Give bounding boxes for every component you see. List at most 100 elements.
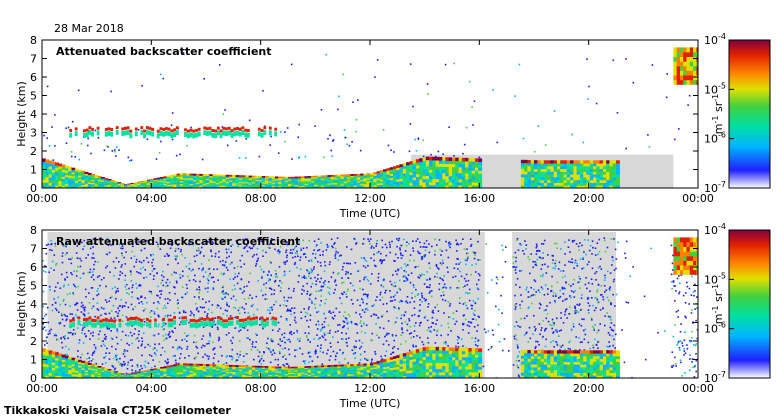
boundary-layer-cell <box>91 181 96 183</box>
noise-speck <box>221 126 224 128</box>
cloud-layer-cell <box>257 131 261 137</box>
boundary-layer-cell <box>448 181 453 186</box>
boundary-layer-cell <box>81 177 86 180</box>
noise-speck <box>64 279 66 281</box>
boundary-layer-cell <box>438 181 443 186</box>
noise-speck <box>439 248 441 251</box>
noise-speck <box>385 254 388 257</box>
boundary-layer-cell <box>435 175 440 180</box>
noise-speck <box>418 252 420 254</box>
noise-speck <box>411 292 413 294</box>
boundary-layer-cell <box>370 182 374 185</box>
boundary-layer-cell <box>215 174 220 177</box>
boundary-layer-cell <box>537 185 542 188</box>
noise-speck <box>66 293 69 296</box>
noise-speck <box>168 254 170 257</box>
noise-speck <box>341 338 343 340</box>
noise-speck <box>142 332 145 334</box>
cloud-layer-cell <box>91 131 94 137</box>
noise-speck <box>579 278 581 280</box>
boundary-layer-cell <box>363 180 368 183</box>
noise-speck <box>236 275 239 278</box>
noise-speck <box>42 305 44 308</box>
upper-layer-cell <box>680 56 684 62</box>
noise-speck <box>610 303 612 305</box>
noise-speck <box>695 319 697 322</box>
noise-speck <box>686 347 689 350</box>
boundary-layer-cell <box>311 179 315 182</box>
boundary-layer-cell <box>419 158 424 162</box>
noise-speck <box>304 253 307 255</box>
boundary-layer-cell <box>583 168 588 172</box>
boundary-layer-cell <box>550 176 555 181</box>
noise-speck <box>547 320 550 323</box>
noise-speck <box>141 343 143 345</box>
boundary-layer-cell <box>429 184 433 188</box>
boundary-layer-cell <box>379 186 384 188</box>
boundary-layer-cell <box>373 184 378 187</box>
cloud-layer-cell <box>175 126 179 130</box>
boundary-layer-cell <box>333 180 338 182</box>
noise-speck <box>196 347 199 349</box>
noise-speck <box>51 260 54 263</box>
noise-speck <box>576 265 579 267</box>
noise-speck <box>226 251 228 254</box>
noise-speck <box>397 239 399 241</box>
noise-speck <box>569 261 572 263</box>
noise-speck <box>442 262 444 264</box>
noise-speck <box>225 266 228 269</box>
noise-speck <box>389 300 392 302</box>
boundary-layer-cell <box>520 182 525 186</box>
boundary-layer-cell <box>307 179 312 182</box>
boundary-layer-cell <box>402 168 407 172</box>
boundary-layer-cell <box>520 162 525 166</box>
boundary-layer-cell <box>602 160 607 164</box>
noise-speck <box>179 277 182 279</box>
noise-speck <box>211 241 213 243</box>
boundary-layer-cell <box>202 174 207 176</box>
boundary-layer-cell <box>55 175 59 179</box>
boundary-layer-cell <box>294 183 299 185</box>
cloud-layer-cell <box>260 132 264 138</box>
noise-speck <box>111 150 114 152</box>
boundary-layer-cell <box>534 171 538 175</box>
boundary-layer-cell <box>301 178 305 181</box>
noise-speck <box>328 310 331 312</box>
noise-speck <box>73 332 76 335</box>
noise-speck <box>381 358 384 360</box>
noise-speck <box>324 302 326 305</box>
boundary-layer-cell <box>209 183 214 186</box>
noise-speck <box>412 284 415 286</box>
boundary-layer-cell <box>579 168 584 172</box>
noise-speck <box>192 279 195 281</box>
cloud-layer-cell <box>222 126 226 130</box>
noise-speck <box>211 304 214 306</box>
boundary-layer-cell <box>543 176 548 181</box>
noise-speck <box>408 318 410 320</box>
boundary-layer-cell <box>370 176 374 179</box>
boundary-layer-cell <box>94 178 99 181</box>
noise-speck <box>349 262 351 265</box>
noise-speck <box>538 250 541 252</box>
noise-speck <box>691 330 693 333</box>
boundary-layer-cell <box>471 185 476 188</box>
boundary-layer-cell <box>596 160 601 164</box>
noise-speck <box>198 298 201 300</box>
noise-speck <box>286 254 288 257</box>
noise-speck <box>491 329 494 332</box>
noise-speck <box>362 243 365 245</box>
boundary-layer-cell <box>101 178 105 180</box>
boundary-layer-cell <box>202 186 207 188</box>
noise-speck <box>51 126 53 128</box>
noise-speck <box>83 245 86 247</box>
noise-speck <box>240 278 243 280</box>
noise-speck <box>375 299 377 302</box>
noise-speck <box>295 321 297 324</box>
noise-speck <box>98 238 101 240</box>
noise-speck <box>415 322 417 324</box>
noise-speck <box>208 340 211 342</box>
noise-speck <box>551 318 554 321</box>
noise-speck <box>202 326 205 328</box>
noise-speck <box>141 337 143 339</box>
noise-speck <box>106 327 109 330</box>
